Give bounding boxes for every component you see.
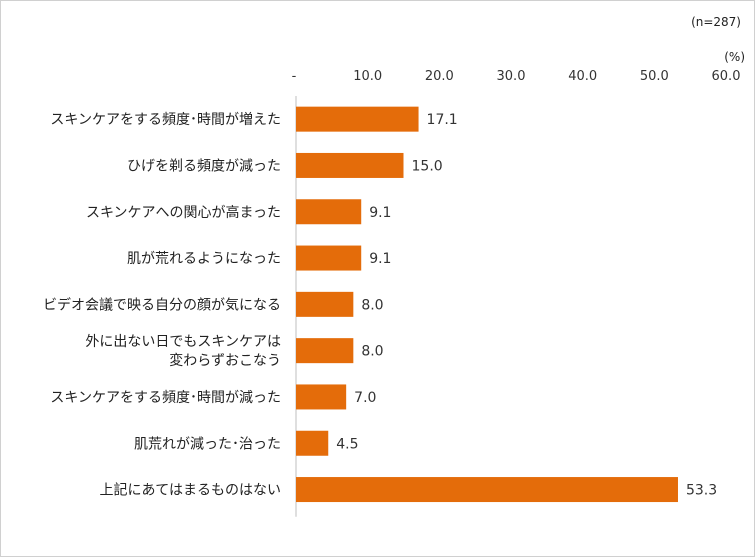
x-axis-ticks: - 10.0 20.0 30.0 40.0 50.0 60.0: [292, 69, 741, 84]
category-label: 肌荒れが減った･治った: [134, 435, 281, 452]
bars: [296, 106, 678, 503]
value-labels: 17.1 15.0 9.1 9.1 8.0 8.0 7.0 4.5 53.3: [336, 112, 717, 498]
bar: [296, 384, 347, 410]
bar: [296, 291, 354, 317]
value-label: 9.1: [369, 205, 391, 221]
sample-size-note: (n=287): [691, 15, 741, 29]
value-label: 4.5: [336, 436, 358, 452]
bar: [296, 106, 419, 132]
bar: [296, 245, 362, 271]
x-tick-label: 20.0: [425, 69, 454, 84]
category-label: スキンケアへの関心が高まった: [86, 204, 281, 221]
bar: [296, 152, 404, 178]
value-label: 15.0: [412, 158, 443, 174]
category-label: スキンケアをする頻度･時間が増えた: [50, 112, 281, 128]
bar: [296, 430, 329, 456]
x-tick-label: -: [292, 69, 297, 84]
value-label: 7.0: [354, 390, 376, 406]
category-label: ひげを剃る頻度が減った: [127, 157, 281, 174]
x-tick-label: 60.0: [712, 69, 741, 84]
category-label: スキンケアをする頻度･時間が減った: [50, 389, 281, 406]
category-label: 外に出ない日でもスキンケアは変わらずおこなう: [85, 334, 281, 369]
bar: [296, 338, 354, 364]
x-tick-label: 30.0: [497, 69, 526, 84]
unit-note: (%): [724, 50, 745, 64]
value-label: 53.3: [686, 483, 717, 499]
category-labels: スキンケアをする頻度･時間が増えたひげを剃る頻度が減ったスキンケアへの関心が高ま…: [43, 112, 281, 498]
value-label: 9.1: [369, 251, 391, 267]
value-label: 8.0: [361, 297, 383, 313]
bar: [296, 477, 678, 503]
x-tick-label: 40.0: [568, 69, 597, 84]
x-tick-label: 50.0: [640, 69, 669, 84]
category-label: 上記にあてはまるものはない: [100, 482, 281, 499]
category-label: ビデオ会議で映る自分の顔が気になる: [43, 296, 281, 313]
x-tick-label: 10.0: [353, 69, 382, 84]
value-label: 17.1: [427, 112, 458, 128]
category-label: 肌が荒れるようになった: [127, 251, 281, 267]
value-label: 8.0: [361, 344, 383, 360]
bar: [296, 199, 362, 225]
